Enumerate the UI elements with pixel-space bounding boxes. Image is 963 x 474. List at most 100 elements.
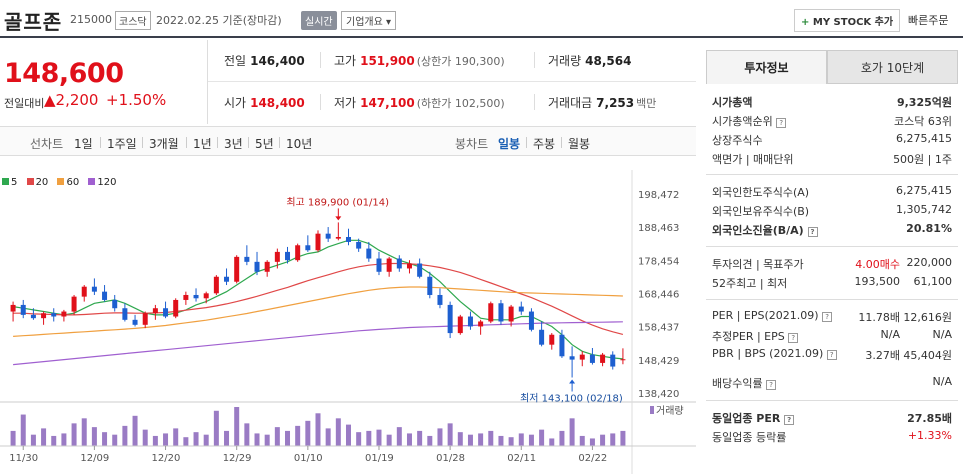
- divider: [320, 94, 321, 110]
- volume-bar: [417, 430, 423, 446]
- week52-label: 52주최고 | 최저: [712, 277, 788, 290]
- candle-body: [203, 293, 209, 299]
- candle-weekly-tab[interactable]: 주봉: [533, 137, 556, 151]
- industry-change-row: 동일업종 등락률 +1.33%: [712, 429, 952, 447]
- period-1y[interactable]: 1년: [193, 137, 212, 151]
- low-label: 저가: [334, 96, 357, 110]
- divider: [526, 137, 527, 148]
- period-10y[interactable]: 10년: [286, 137, 313, 151]
- realtime-button[interactable]: 실시간: [301, 11, 337, 30]
- candle-body: [295, 245, 301, 261]
- period-5y[interactable]: 5년: [255, 137, 274, 151]
- volume-bar: [132, 415, 138, 446]
- help-icon[interactable]: ?: [784, 415, 795, 425]
- period-3m[interactable]: 3개월: [149, 137, 179, 151]
- legend-ma60: 60: [57, 177, 79, 188]
- volume-bar: [376, 429, 382, 446]
- tab-orderbook[interactable]: 호가 10단계: [827, 50, 958, 84]
- candle-body: [264, 261, 270, 272]
- foreign-hold-value: 1,305,742: [896, 203, 952, 216]
- shares-row: 상장주식수 6,275,415: [712, 132, 952, 150]
- volume-bar: [600, 434, 606, 446]
- high-arrowhead-icon: [335, 216, 342, 221]
- help-icon[interactable]: ?: [807, 227, 818, 237]
- divider: [534, 52, 535, 68]
- low-price: 저가 147,100 (하한가 102,500): [334, 94, 505, 111]
- prev-close: 전일 146,400: [224, 52, 305, 69]
- foreign-ratio-label: 외국인소진율(B/A): [712, 224, 804, 237]
- legend-swatch-icon: [57, 178, 65, 185]
- quick-order-link[interactable]: 빠른주문: [908, 14, 949, 27]
- divider: [706, 400, 958, 401]
- industry-per-label: 동일업종 PER: [712, 412, 781, 425]
- face-value: 500원 | 1주: [893, 153, 952, 166]
- help-icon[interactable]: ?: [776, 118, 787, 128]
- legend-swatch-icon: [2, 178, 9, 185]
- ma20-line: [13, 262, 624, 335]
- candle-body: [478, 321, 484, 327]
- volume-bar: [478, 433, 484, 446]
- candle-body: [102, 291, 108, 300]
- high-value: 151,900: [360, 54, 415, 68]
- candle-body: [71, 296, 77, 312]
- x-tick-label: 01/19: [365, 453, 394, 464]
- volume-bar: [142, 429, 148, 446]
- period-3y[interactable]: 3년: [224, 137, 243, 151]
- pbr-row: PBR | BPS (2021.09) ? 3.27배 45,404원: [712, 347, 952, 365]
- y-tick-label: 138,420: [638, 389, 679, 400]
- candle-body: [518, 306, 524, 312]
- candle-body: [61, 311, 67, 317]
- ma-legend: 5 20 60 120: [2, 177, 123, 188]
- high-annotation: 최고 189,900 (01/14): [286, 196, 389, 208]
- upper-limit: (상한가 190,300): [416, 55, 505, 68]
- period-1d[interactable]: 1일: [74, 137, 93, 151]
- candle-body: [30, 314, 36, 319]
- volume-bar: [447, 423, 453, 446]
- tab-investment-info[interactable]: 투자정보: [706, 50, 827, 84]
- market-cap-value: 9,325억원: [896, 96, 952, 109]
- help-icon[interactable]: ?: [826, 350, 837, 360]
- candle-body: [345, 236, 351, 242]
- bps-value: 45,404원: [903, 349, 952, 362]
- corp-info-dropdown[interactable]: 기업개요 ▾: [341, 11, 396, 30]
- volume-value: 48,564: [585, 54, 632, 68]
- candle-body: [325, 233, 331, 239]
- candlestick-svg[interactable]: 198,472 188,463 178,454 168,446 158,437 148,4…: [0, 170, 696, 474]
- divider: [706, 246, 958, 247]
- cap-rank-value: 코스닥 63위: [894, 115, 952, 128]
- dividend-label-wrap: 배당수익률 ?: [712, 375, 777, 391]
- chart-period-bar: 선차트 1일 1주일 3개월 1년 3년 5년 10년 봉차트 일봉 주봉 월봉: [0, 126, 696, 156]
- candle-body: [254, 261, 260, 272]
- period-1w[interactable]: 1주일: [107, 137, 137, 151]
- volume-bar: [163, 433, 169, 446]
- add-mystock-button[interactable]: + MY STOCK 추가: [794, 9, 901, 32]
- foreign-ratio-label-wrap: 외국인소진율(B/A) ?: [712, 222, 818, 238]
- add-mystock-label: MY STOCK 추가: [809, 17, 894, 28]
- x-tick-label: 12/29: [223, 453, 252, 464]
- help-icon[interactable]: ?: [766, 380, 777, 390]
- y-tick-label: 168,446: [638, 290, 679, 301]
- help-icon[interactable]: ?: [788, 333, 799, 343]
- market-cap-row: 시가총액 9,325억원: [712, 94, 952, 112]
- y-tick-label: 158,437: [638, 323, 679, 334]
- volume-bar: [183, 437, 189, 446]
- price-chart[interactable]: 5 20 60 120 198,472 188,463 178,454 168,446…: [0, 170, 696, 474]
- volume-bar: [386, 434, 392, 446]
- opinion-label: 투자의견 | 목표주가: [712, 258, 804, 271]
- candle-monthly-tab[interactable]: 월봉: [568, 137, 591, 151]
- candle-body: [589, 354, 595, 363]
- dividend-value: N/A: [932, 375, 952, 388]
- candle-daily-tab[interactable]: 일봉: [498, 137, 521, 151]
- volume-bar: [610, 433, 616, 446]
- face-label: 액면가 | 매매단위: [712, 153, 794, 166]
- volume-bar: [345, 424, 351, 446]
- candle-body: [305, 245, 311, 251]
- candle-body: [549, 334, 555, 345]
- candle-body: [274, 251, 280, 262]
- divider: [100, 137, 101, 148]
- cap-rank-label-wrap: 시가총액순위 ?: [712, 113, 787, 129]
- volume-bar: [457, 432, 463, 446]
- open-label: 시가: [224, 96, 247, 110]
- help-icon[interactable]: ?: [822, 312, 833, 322]
- volume-bar: [406, 433, 412, 446]
